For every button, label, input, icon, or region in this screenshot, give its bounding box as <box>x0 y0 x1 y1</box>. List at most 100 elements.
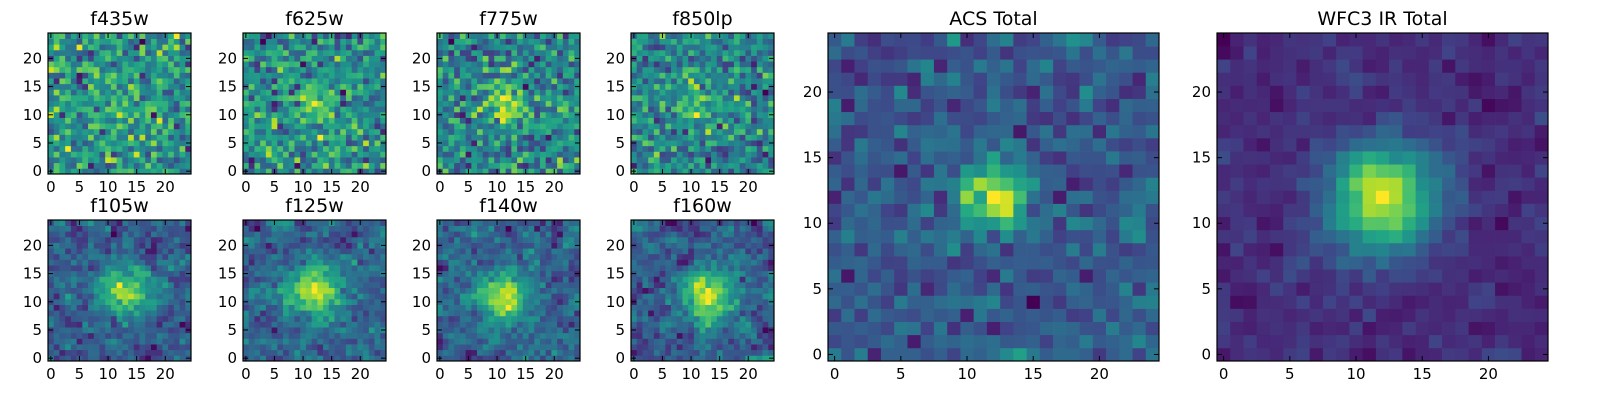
heatmap-cell <box>665 55 672 62</box>
heatmap-cell <box>459 55 466 62</box>
heatmap-cell <box>648 276 655 283</box>
heatmap-cell <box>499 61 506 68</box>
heatmap-cell <box>139 265 146 272</box>
heatmap-cell <box>482 327 489 334</box>
heatmap-cell <box>505 100 512 107</box>
heatmap-cell <box>631 117 638 124</box>
heatmap-cell <box>380 44 387 51</box>
heatmap-cell <box>682 111 689 118</box>
heatmap-cell <box>699 33 706 39</box>
heatmap-cell <box>122 83 129 90</box>
heatmap-cell <box>477 270 484 277</box>
heatmap-cell <box>334 315 341 322</box>
heatmap-cell <box>745 287 752 294</box>
heatmap-cell <box>739 95 746 102</box>
heatmap-cell <box>168 66 175 73</box>
heatmap-cell <box>76 140 83 147</box>
heatmap-cell <box>642 49 649 56</box>
heatmap-cell <box>762 78 769 85</box>
heatmap-cell <box>122 344 129 351</box>
heatmap-cell <box>465 162 472 169</box>
heatmap-cell <box>733 321 741 328</box>
heatmap-cell <box>499 140 506 147</box>
heatmap-cell <box>751 287 758 294</box>
heatmap-cell <box>260 327 267 334</box>
heatmap-cell <box>265 355 272 362</box>
heatmap-cell <box>756 327 763 334</box>
heatmap-cell <box>768 123 775 130</box>
heatmap-cells <box>48 33 192 175</box>
heatmap-cell <box>305 315 312 322</box>
heatmap-cell <box>179 44 186 51</box>
heatmap-cell <box>345 157 353 164</box>
heatmap-cell <box>517 220 524 226</box>
heatmap-cell <box>557 242 564 249</box>
heatmap-cell <box>363 276 370 283</box>
heatmap-cell <box>179 298 186 305</box>
heatmap-cell <box>59 220 66 226</box>
heatmap-cell <box>437 338 444 345</box>
heatmap-cell <box>294 61 301 68</box>
heatmap-cell <box>574 265 581 272</box>
heatmap-cell <box>168 38 175 45</box>
heatmap-cell <box>699 140 706 147</box>
heatmap-cell <box>99 298 106 305</box>
heatmap-cell <box>334 89 341 96</box>
heatmap-cell <box>168 78 175 85</box>
heatmap-cell <box>465 95 472 102</box>
heatmap-cell <box>562 117 569 124</box>
heatmap-cell <box>305 304 312 311</box>
heatmap-cell <box>471 134 478 141</box>
heatmap-cell <box>768 145 775 152</box>
heatmap-cell <box>636 315 643 322</box>
heatmap-cell <box>688 298 695 305</box>
heatmap-cell <box>345 253 353 260</box>
heatmap-cell <box>300 95 307 102</box>
heatmap-cell <box>722 55 729 62</box>
heatmap-cell <box>99 106 106 113</box>
heatmap-cell <box>494 128 501 135</box>
heatmap-cell <box>653 349 660 356</box>
heatmap-cell <box>53 168 60 175</box>
heatmap-cell <box>168 162 175 169</box>
heatmap-cell <box>76 321 83 328</box>
heatmap-cell <box>139 298 146 305</box>
heatmap-cell <box>311 321 318 328</box>
heatmap-cell <box>82 225 89 232</box>
heatmap-cell <box>82 168 89 175</box>
heatmap-cell <box>65 134 72 141</box>
heatmap-cell <box>733 83 741 90</box>
heatmap-cell <box>380 61 387 68</box>
heatmap-cell <box>534 49 541 56</box>
heatmap-cell <box>477 265 484 272</box>
heatmap-cell <box>459 72 466 79</box>
heatmap-cell <box>328 157 335 164</box>
heatmap-cell <box>568 61 575 68</box>
heatmap-cell <box>636 270 643 277</box>
heatmap-cell <box>93 220 100 226</box>
heatmap-cell <box>528 111 535 118</box>
heatmap-cell <box>294 355 301 362</box>
heatmap-cell <box>99 315 106 322</box>
x-tick-label: 20 <box>545 365 564 383</box>
heatmap-cell <box>522 298 529 305</box>
heatmap-cell <box>711 344 718 351</box>
heatmap-cell <box>48 95 55 102</box>
heatmap-cell <box>110 106 117 113</box>
heatmap-cell <box>351 162 358 169</box>
heatmap-cell <box>751 134 758 141</box>
heatmap-cell <box>437 106 444 113</box>
heatmap-cell <box>482 332 489 339</box>
heatmap-cell <box>699 282 706 289</box>
heatmap-cell <box>459 123 466 130</box>
heatmap-cell <box>323 145 330 152</box>
heatmap-cell <box>568 123 575 130</box>
heatmap-cell <box>351 349 358 356</box>
heatmap-cell <box>688 55 695 62</box>
heatmap-cell <box>705 100 712 107</box>
heatmap-cell <box>156 78 163 85</box>
heatmap-cell <box>340 106 347 113</box>
heatmap-cell <box>488 162 495 169</box>
heatmap-cell <box>733 128 741 135</box>
heatmap-cell <box>477 38 484 45</box>
